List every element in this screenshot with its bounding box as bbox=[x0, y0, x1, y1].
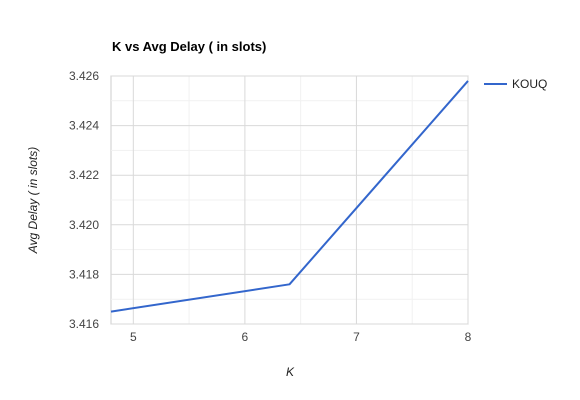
y-tick-label: 3.422 bbox=[69, 168, 99, 182]
series-lines bbox=[110, 80, 469, 313]
x-tick-label: 8 bbox=[465, 330, 472, 344]
y-axis-title: Avg Delay ( in slots) bbox=[26, 147, 40, 254]
legend-label-kouq: KOUQ bbox=[512, 77, 547, 91]
x-tick-label: 5 bbox=[130, 330, 137, 344]
series-line-kouq bbox=[110, 80, 469, 313]
y-tick-label: 3.424 bbox=[69, 119, 99, 133]
y-tick-label: 3.426 bbox=[69, 69, 99, 83]
y-tick-label: 3.416 bbox=[69, 317, 99, 331]
x-axis-title: K bbox=[286, 365, 295, 379]
y-tick-label: 3.420 bbox=[69, 218, 99, 232]
tick-labels: 5 6 7 8 3.416 3.418 3.420 3.422 3.424 3.426 bbox=[69, 69, 472, 344]
y-tick-label: 3.418 bbox=[69, 267, 99, 281]
grid-lines bbox=[110, 75, 469, 325]
chart-title: K vs Avg Delay ( in slots) bbox=[112, 39, 267, 54]
legend: KOUQ bbox=[484, 77, 547, 91]
x-tick-label: 7 bbox=[353, 330, 360, 344]
x-tick-label: 6 bbox=[242, 330, 249, 344]
